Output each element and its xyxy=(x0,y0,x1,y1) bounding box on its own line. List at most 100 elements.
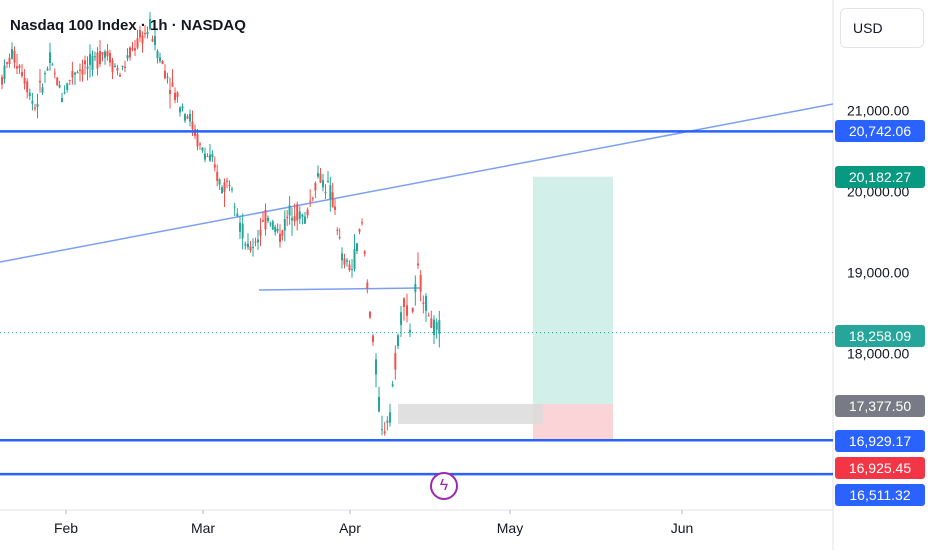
candle-body xyxy=(129,47,131,58)
candle-body xyxy=(386,420,389,423)
candle-body xyxy=(106,50,109,57)
candle-body xyxy=(372,335,374,343)
chart-title: Nasdaq 100 Index · 1h · NASDAQ xyxy=(10,17,246,34)
candle-body xyxy=(363,251,366,254)
candle-body xyxy=(279,233,281,243)
candle-body xyxy=(239,222,241,232)
candle-body xyxy=(184,114,186,121)
candle-body xyxy=(201,147,204,151)
candle-body xyxy=(254,241,257,243)
candle-body xyxy=(378,396,380,412)
candle-body xyxy=(186,116,189,119)
candle-body xyxy=(86,66,89,69)
price-tag-label-6: 16,511.32 xyxy=(849,487,910,503)
candle-body xyxy=(156,51,159,59)
currency-selector[interactable]: USD xyxy=(840,8,924,48)
candle-body xyxy=(286,216,289,218)
candle-body xyxy=(121,65,124,68)
candle-body xyxy=(329,185,332,199)
candle-body xyxy=(191,121,194,130)
price-tag-6 xyxy=(835,484,925,506)
candle-body xyxy=(301,214,304,217)
candle-body xyxy=(164,70,166,79)
candle-body xyxy=(338,237,341,239)
candle-body xyxy=(161,60,164,65)
candle-body xyxy=(319,173,322,183)
candle-body xyxy=(56,77,59,86)
candle-body xyxy=(21,72,23,76)
candle-body xyxy=(13,50,16,63)
candle-body xyxy=(331,192,334,208)
candle-body xyxy=(26,81,29,93)
candle-body xyxy=(252,246,254,248)
profit-zone xyxy=(533,176,613,404)
candle-body xyxy=(63,92,66,94)
candle-body xyxy=(116,67,119,71)
candle-body xyxy=(169,90,171,94)
candle-body xyxy=(361,222,363,224)
price-tag-label-1: 20,182.27 xyxy=(849,169,911,185)
candle-body xyxy=(236,213,239,217)
candle-body xyxy=(79,69,81,71)
candle-body xyxy=(18,65,21,68)
candle-body xyxy=(204,153,206,160)
candle-body xyxy=(435,322,438,330)
candle-body xyxy=(126,55,129,59)
candle-body xyxy=(226,180,228,182)
candle-body xyxy=(96,52,99,69)
y-tick-label: 19,000.00 xyxy=(847,265,909,281)
candle-body xyxy=(348,264,351,271)
candle-body xyxy=(216,171,219,181)
candle-body xyxy=(11,48,13,59)
candle-body xyxy=(274,226,277,233)
candle-body xyxy=(427,315,430,317)
candle-body xyxy=(433,319,435,336)
candle-body xyxy=(381,429,383,431)
candle-body xyxy=(81,69,84,75)
candle-body xyxy=(309,200,312,202)
candle-body xyxy=(353,249,356,269)
candle-body xyxy=(189,113,191,122)
lightning-icon[interactable]: ϟ xyxy=(430,472,458,500)
candle-body xyxy=(181,106,184,109)
candle-body xyxy=(199,143,201,145)
x-tick-label: Mar xyxy=(191,520,215,536)
candle-body xyxy=(264,210,267,230)
candle-body xyxy=(406,305,408,316)
price-tag-label-5: 16,925.45 xyxy=(849,460,911,476)
candle-body xyxy=(44,73,46,75)
x-tick-label: May xyxy=(497,520,523,536)
x-tick-label: Apr xyxy=(339,520,361,536)
candle-body xyxy=(271,221,274,230)
candle-body xyxy=(61,97,63,102)
candle-body xyxy=(209,154,211,161)
candle-body xyxy=(84,60,86,65)
candle-body xyxy=(166,76,169,78)
candle-body xyxy=(206,156,209,158)
candle-body xyxy=(257,239,259,243)
price-tag-0 xyxy=(835,120,925,142)
price-tag-label-0: 20,742.06 xyxy=(849,123,911,139)
candle-body xyxy=(366,282,369,289)
candle-body xyxy=(196,133,199,147)
candle-body xyxy=(314,183,317,191)
candle-body xyxy=(221,187,223,194)
price-tag-label-4: 16,929.17 xyxy=(849,433,911,449)
candle-body xyxy=(356,243,358,252)
candle-body xyxy=(306,209,309,216)
candle-body xyxy=(8,57,11,64)
candle-body xyxy=(346,260,348,262)
candle-body xyxy=(438,320,441,334)
candle-body xyxy=(228,184,231,186)
candle-body xyxy=(68,79,71,81)
candle-body xyxy=(159,57,161,62)
candle-body xyxy=(351,268,353,270)
candle-body xyxy=(409,330,411,333)
candle-body xyxy=(233,206,236,208)
candle-body xyxy=(146,31,149,35)
candle-body xyxy=(179,107,181,113)
candle-body xyxy=(296,204,299,221)
